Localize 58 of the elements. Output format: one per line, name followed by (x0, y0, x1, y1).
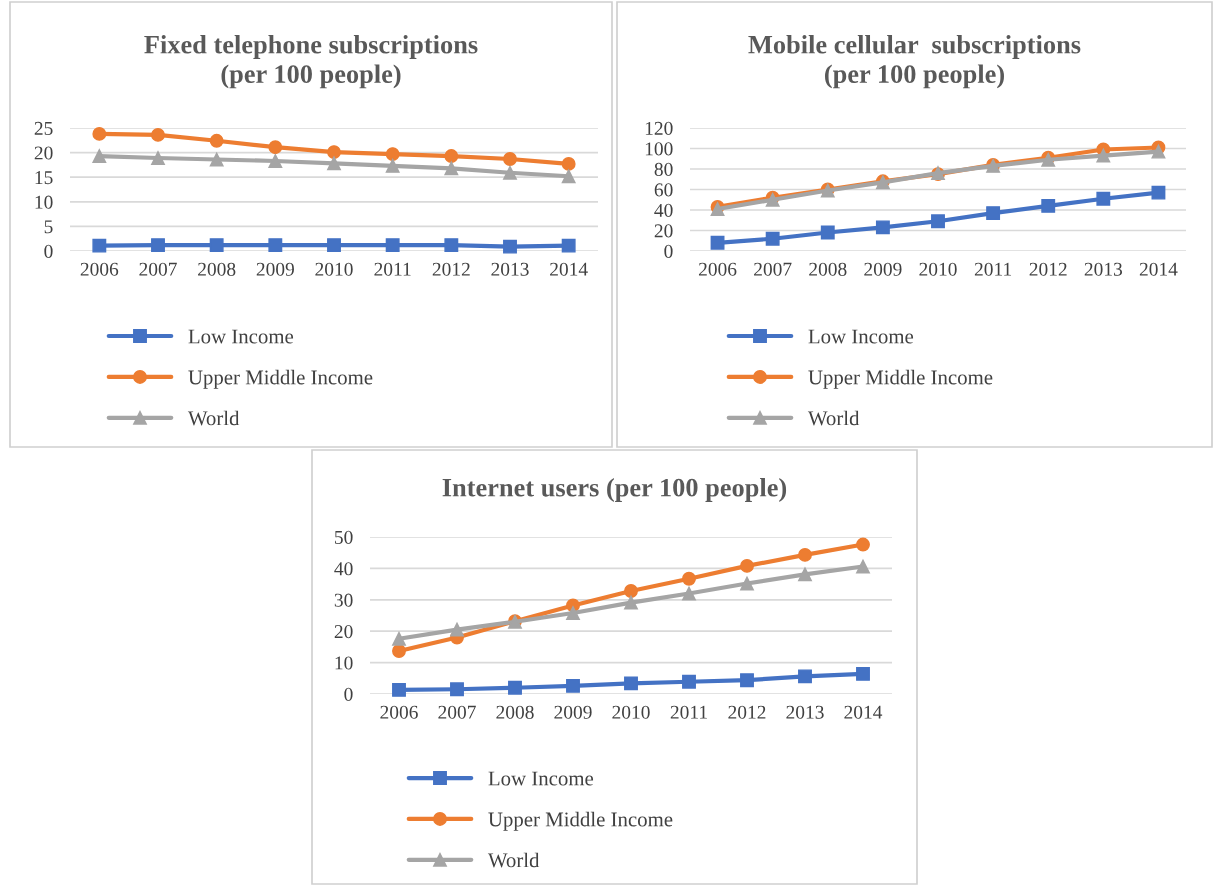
x-tick-label: 2012 (1029, 262, 1067, 276)
x-tick-label: 2010 (612, 705, 650, 719)
y-tick-label: 50 (335, 530, 353, 544)
y-tick-label: 0 (664, 244, 673, 258)
x-tick-label: 2007 (139, 262, 177, 276)
x-tick-label: 2013 (786, 705, 824, 719)
y-tick-label: 60 (654, 183, 673, 197)
x-tick-label: 2010 (315, 262, 353, 276)
x-tick-label: 2007 (754, 262, 792, 276)
y-tick-label: 100 (645, 142, 673, 156)
x-tick-label: 2011 (374, 262, 411, 276)
x-tick-label: 2009 (256, 262, 294, 276)
x-tick-label: 2014 (844, 705, 883, 719)
y-tick-label: 20 (334, 625, 353, 639)
x-tick-label: 2008 (809, 262, 847, 276)
x-tick-label: 2013 (491, 262, 529, 276)
x-tick-label: 2010 (919, 262, 957, 276)
legend-label: Low Income (808, 329, 914, 344)
legend-label: World (187, 410, 240, 426)
y-tick-label: 40 (654, 203, 673, 217)
x-tick-label: 2014 (550, 262, 588, 276)
legend-label: Low Income (188, 329, 294, 344)
y-tick-label: 5 (44, 220, 53, 234)
chart-title: Mobile cellular subscriptions (per 100 people) (748, 35, 1081, 89)
legend-label: Upper Middle Income (808, 369, 993, 389)
legend-label: Upper Middle Income (488, 811, 673, 831)
y-tick-label: 10 (35, 195, 53, 209)
x-tick-label: 2008 (198, 262, 236, 276)
y-tick-label: 15 (35, 171, 53, 185)
x-tick-label: 2011 (974, 262, 1012, 276)
x-tick-label: 2013 (1084, 262, 1123, 276)
y-tick-label: 120 (645, 121, 673, 135)
y-tick-label: 10 (335, 656, 353, 670)
x-tick-label: 2014 (1139, 262, 1178, 276)
x-tick-label: 2012 (432, 262, 470, 276)
x-tick-label: 2006 (698, 262, 737, 276)
y-tick-label: 20 (654, 224, 673, 238)
chart-title: Internet users (per 100 people) (442, 478, 787, 502)
y-tick-label: 30 (334, 593, 353, 607)
y-tick-label: 80 (654, 162, 673, 176)
y-tick-label: 0 (44, 244, 53, 258)
chart-title: Fixed telephone subscriptions (per 100 people) (144, 35, 478, 89)
y-tick-label: 0 (344, 687, 353, 701)
y-tick-label: 40 (334, 562, 353, 576)
legend-label: Upper Middle Income (188, 369, 373, 389)
legend-label: World (807, 410, 860, 426)
y-tick-label: 20 (34, 146, 53, 160)
x-tick-label: 2012 (728, 705, 766, 719)
x-tick-label: 2007 (438, 705, 476, 719)
y-tick-label: 25 (34, 121, 53, 135)
legend-label: Low Income (488, 771, 594, 786)
x-tick-label: 2009 (554, 705, 592, 719)
legend-label: World (487, 852, 540, 868)
x-tick-label: 2006 (380, 705, 418, 719)
x-tick-label: 2008 (496, 705, 534, 719)
x-tick-label: 2006 (80, 262, 119, 276)
x-tick-label: 2011 (670, 705, 707, 719)
x-tick-label: 2009 (864, 262, 902, 276)
